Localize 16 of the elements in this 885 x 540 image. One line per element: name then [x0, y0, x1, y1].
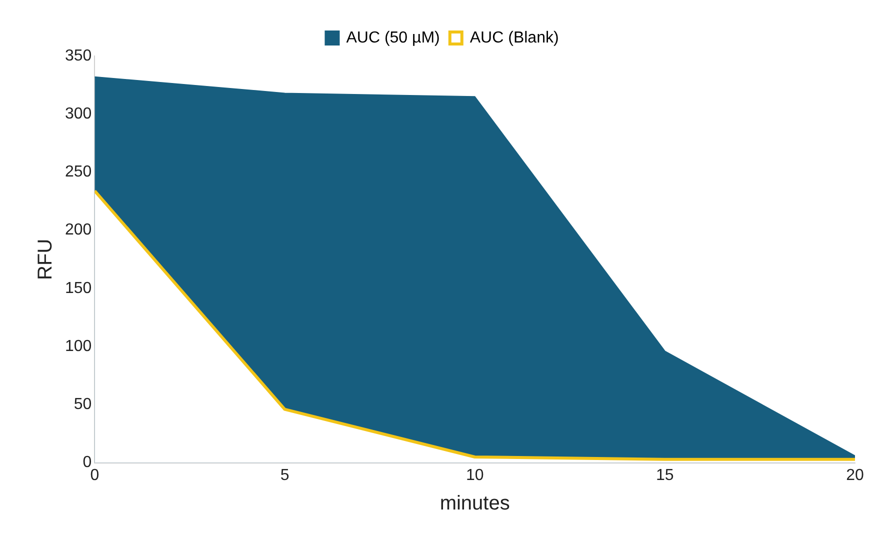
y-tick-label: 250: [64, 164, 92, 181]
x-tick-label: 10: [466, 466, 484, 484]
legend-label: AUC (50 µM): [346, 29, 440, 46]
x-tick-label: 5: [280, 466, 290, 484]
legend-label: AUC (Blank): [470, 29, 559, 46]
x-tick-label: 15: [656, 466, 674, 484]
x-axis-title: minutes: [440, 492, 510, 515]
y-axis-title: RFU: [34, 238, 57, 280]
x-tick-label: 20: [846, 466, 864, 484]
y-tick-label: 0: [82, 454, 92, 472]
y-tick-label: 50: [74, 396, 92, 414]
y-tick-label: 150: [64, 280, 92, 297]
y-tick-label: 300: [64, 106, 92, 123]
y-tick-label: 350: [64, 47, 92, 64]
y-tick-label: 100: [64, 338, 92, 355]
y-tick-label: 200: [64, 222, 92, 239]
